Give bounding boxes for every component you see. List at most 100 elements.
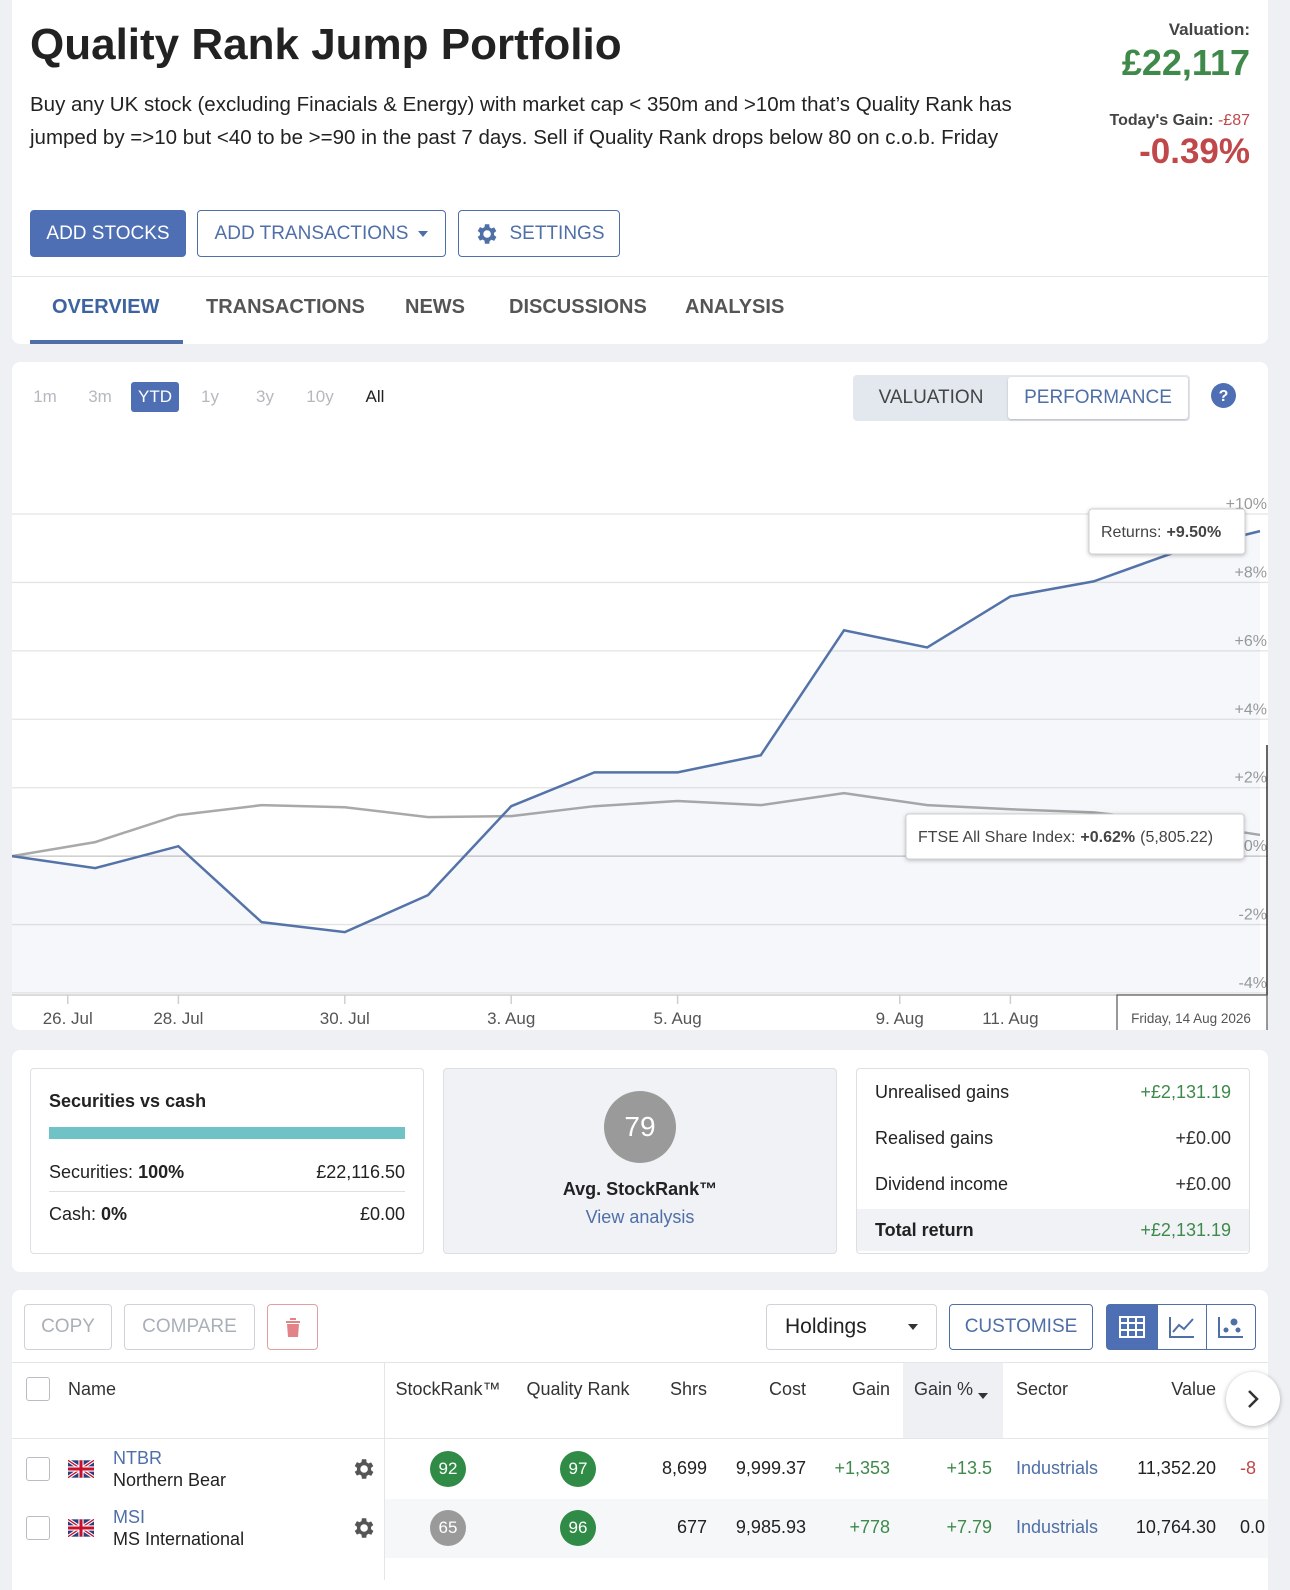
help-icon[interactable]: ? — [1211, 383, 1236, 408]
tooltip-value: +9.50% — [1166, 524, 1221, 541]
ticker-link[interactable]: NTBR — [113, 1448, 162, 1468]
value-cell: 11,352.20 — [1137, 1458, 1216, 1478]
gain-label: Dividend income — [875, 1173, 1009, 1194]
tab-analysis[interactable]: ANALYSIS — [685, 296, 785, 318]
gain-row: Dividend income +£0.00 — [857, 1161, 1249, 1207]
tooltip-series-name: FTSE All Share Index: — [918, 829, 1075, 846]
row-settings[interactable] — [350, 1515, 376, 1546]
row-settings[interactable] — [350, 1456, 376, 1487]
tooltip-box — [905, 813, 1245, 860]
mode-button[interactable]: PERFORMANCE — [1008, 377, 1188, 419]
column-header[interactable]: Quality Rank — [526, 1379, 630, 1399]
x-tick-label: 30. Jul — [320, 1009, 370, 1028]
stockrank-box: 79 Avg. StockRank™ View analysis — [443, 1068, 837, 1254]
add-transactions-button[interactable]: ADD TRANSACTIONS — [197, 210, 446, 257]
row-checkbox[interactable] — [26, 1457, 50, 1481]
cost-cell: 9,985.93 — [735, 1517, 806, 1537]
gain-label: Total return — [875, 1219, 974, 1240]
todays-gain: Today's Gain: -£87 — [1110, 112, 1250, 130]
gain-row: Realised gains +£0.00 — [857, 1115, 1249, 1161]
row-checkbox[interactable] — [26, 1516, 50, 1540]
ticker-link[interactable]: MSI — [113, 1507, 146, 1527]
line-chart-icon — [1169, 1317, 1194, 1338]
select-all-checkbox[interactable] — [26, 1377, 50, 1401]
gear-icon — [354, 1459, 374, 1479]
column-header[interactable]: StockRank™ — [395, 1379, 501, 1399]
tooltip-value: +0.62% — [1080, 829, 1135, 846]
shares-cell: 677 — [676, 1517, 707, 1537]
column-header[interactable]: Cost — [768, 1379, 806, 1399]
button-label: ADD TRANSACTIONS — [214, 222, 409, 244]
value-cell: 10,764.30 — [1135, 1517, 1216, 1537]
range-button[interactable]: 3y — [256, 387, 274, 406]
sector-cell[interactable]: Industrials — [1016, 1517, 1099, 1537]
x-tick-label: 3. Aug — [487, 1009, 535, 1028]
trash-icon — [285, 1318, 300, 1337]
delete-button[interactable] — [267, 1304, 318, 1350]
flag — [67, 1517, 95, 1542]
portfolio-description: Buy any UK stock (excluding Finacials & … — [30, 93, 1012, 149]
gain-cell: +778 — [849, 1517, 890, 1537]
scroll-right-button[interactable] — [1226, 1372, 1280, 1426]
sector-cell[interactable]: Industrials — [1016, 1458, 1099, 1478]
column-header[interactable]: Gain % — [914, 1379, 974, 1399]
holdings-table: Name StockRank™ Quality Rank Shrs Cost Gain Ga… — [26, 1377, 1268, 1558]
divider — [49, 1191, 405, 1192]
sort-indicator — [978, 1386, 988, 1404]
range-button[interactable]: All — [365, 387, 385, 406]
sorted-column-bg — [903, 1363, 1003, 1438]
cash-value: £0.00 — [359, 1203, 405, 1224]
button-label: COPY — [41, 1316, 95, 1337]
view-analysis-link[interactable]: View analysis — [585, 1207, 695, 1227]
copy-button[interactable]: COPY — [24, 1304, 112, 1350]
range-button[interactable]: 3m — [88, 387, 112, 406]
series-line — [12, 791, 1261, 858]
divider — [12, 276, 1268, 277]
button-label: CUSTOMISE — [964, 1316, 1078, 1337]
range-button[interactable]: 1y — [201, 387, 219, 406]
tab-overview[interactable]: OVERVIEW — [52, 296, 160, 318]
compare-button[interactable]: COMPARE — [124, 1304, 255, 1350]
range-button[interactable]: 10y — [306, 387, 334, 406]
table-icon — [1119, 1316, 1145, 1338]
performance-chart: -4%-2%0%+2%+4%+6%+8%+10%26. Jul 28. Jul 30… — [12, 496, 1268, 1030]
gain-value: +£0.00 — [1175, 1173, 1231, 1194]
scatter-view-button[interactable] — [1206, 1304, 1256, 1350]
tab-news[interactable]: NEWS — [405, 296, 465, 318]
column-header[interactable]: Gain — [851, 1379, 890, 1399]
settings-button[interactable]: SETTINGS — [458, 210, 620, 257]
company-name: Northern Bear — [113, 1470, 227, 1490]
securities-title: Securities vs cash — [49, 1091, 207, 1111]
y-tick-label: 0% — [1244, 838, 1267, 855]
today-cell: -8 — [1240, 1458, 1257, 1478]
valuation-label: Valuation: — [1168, 20, 1250, 39]
chart-view-button[interactable] — [1157, 1304, 1207, 1350]
x-tick-label: 11. Aug — [982, 1009, 1038, 1028]
column-header[interactable]: Shrs — [669, 1379, 707, 1399]
securities-text: Securities: 100% — [49, 1162, 184, 1183]
tooltip: Returns: +9.50% — [1088, 508, 1246, 555]
securities-pct: 100% — [138, 1161, 185, 1182]
tooltip-index-level: (5,805.22) — [1140, 829, 1213, 846]
divider — [12, 1362, 1268, 1363]
gain-label: Unrealised gains — [875, 1081, 1010, 1102]
range-button[interactable]: YTD — [131, 382, 179, 412]
sort-caret — [978, 1393, 988, 1399]
tooltip-text: FTSE All Share Index: +0.62% (5,805.22) — [918, 829, 1213, 846]
mode-button[interactable]: VALUATION — [878, 387, 984, 408]
column-header[interactable]: Value — [1171, 1379, 1216, 1399]
securities-box: Securities vs cash Securities: 100% £22,1… — [30, 1068, 424, 1254]
table-view-button[interactable] — [1106, 1304, 1158, 1350]
add-stocks-button[interactable]: ADD STOCKS — [30, 210, 186, 257]
dropdown-label: Holdings — [785, 1315, 867, 1338]
tab-discussions[interactable]: DISCUSSIONS — [509, 296, 647, 318]
column-header[interactable]: Sector — [1016, 1379, 1069, 1399]
tab-transactions[interactable]: TRANSACTIONS — [206, 296, 365, 318]
holdings-dropdown[interactable]: Holdings — [766, 1304, 937, 1350]
range-button[interactable]: 1m — [33, 387, 57, 406]
customise-button[interactable]: CUSTOMISE — [949, 1304, 1093, 1350]
row-stripe — [385, 1499, 1268, 1558]
gain-row: Unrealised gains +£2,131.19 — [857, 1069, 1249, 1115]
todays-gain-pct: -0.39% — [1139, 132, 1250, 171]
column-header[interactable]: Name — [68, 1379, 117, 1399]
